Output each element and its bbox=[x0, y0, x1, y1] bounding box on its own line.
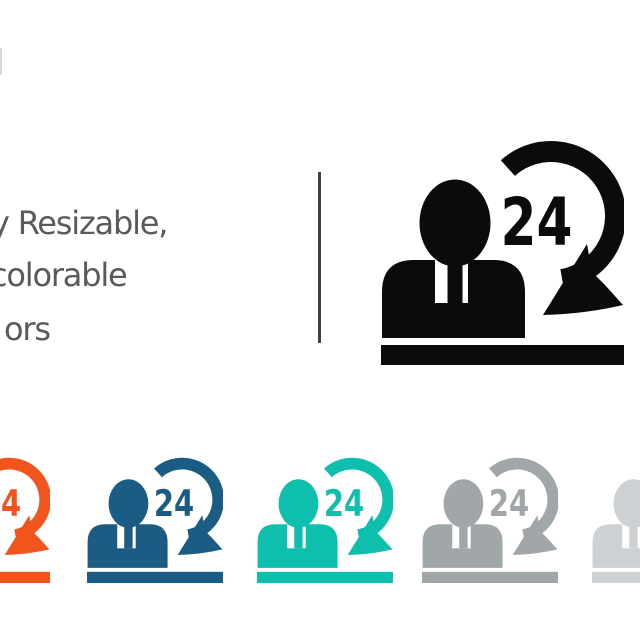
feature-line-recolorable: colorable bbox=[0, 256, 128, 294]
support-24h-person-icon-main bbox=[381, 138, 624, 365]
feature-line-vectors: ors bbox=[4, 310, 51, 348]
feature-line-resizable: y Resizable, bbox=[0, 204, 168, 242]
support-24h-icon-variant-gray bbox=[422, 456, 558, 583]
cropped-edge-artifact bbox=[0, 48, 2, 75]
support-24h-icon-variant-teal bbox=[257, 456, 393, 583]
support-24h-icon-variant-orange bbox=[0, 456, 50, 583]
support-24h-icon-variant-light-gray bbox=[592, 456, 640, 583]
support-24h-icon-variant-dark-blue bbox=[87, 456, 223, 583]
vertical-divider bbox=[318, 172, 321, 343]
